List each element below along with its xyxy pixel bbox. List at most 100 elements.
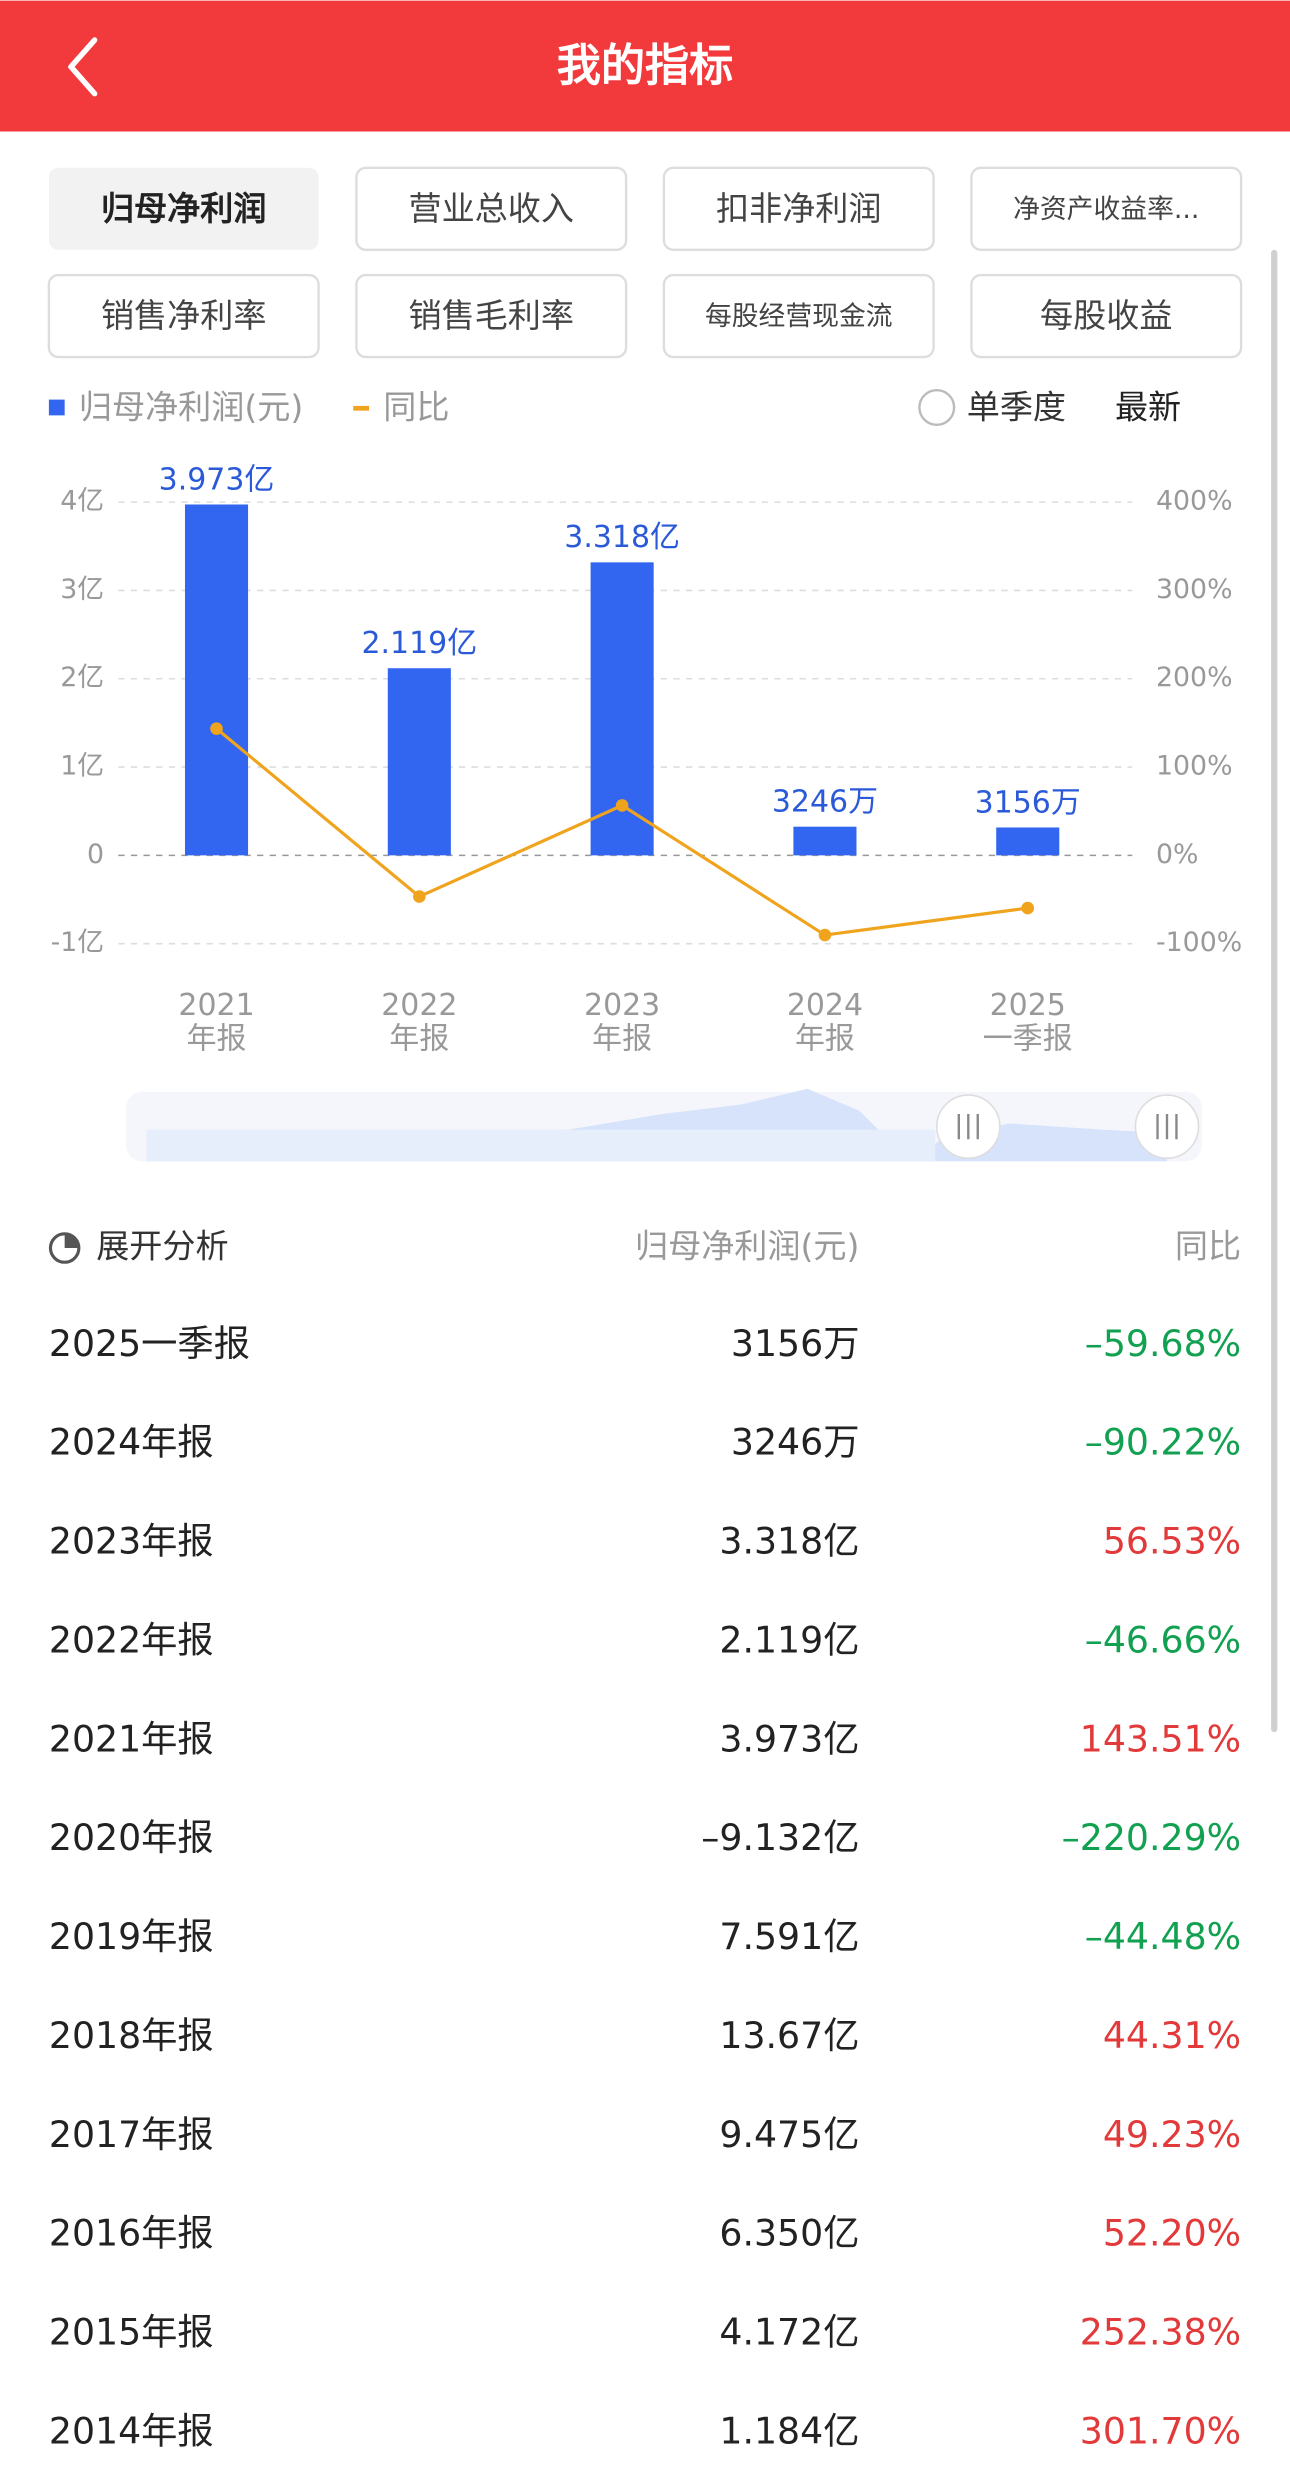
x-tick-label: 2024 bbox=[787, 988, 863, 1023]
period-cell: 2023年报 bbox=[49, 1520, 214, 1563]
analysis-icon-slice bbox=[64, 1233, 79, 1249]
tab-label[interactable]: 每股经营现金流 bbox=[705, 301, 893, 332]
period-cell: 2018年报 bbox=[49, 2014, 214, 2057]
period-cell: 2019年报 bbox=[49, 1915, 214, 1958]
table-header[interactable]: 展开分析 bbox=[96, 1227, 228, 1266]
period-cell: 2021年报 bbox=[49, 1717, 214, 1760]
bar bbox=[793, 826, 857, 856]
period-cell: 2020年报 bbox=[49, 1816, 214, 1859]
x-tick-label: 一季报 bbox=[983, 1021, 1073, 1056]
tab[interactable] bbox=[970, 166, 1243, 251]
tab-label[interactable]: 扣非净利润 bbox=[716, 189, 882, 228]
period-cell: 2022年报 bbox=[49, 1618, 214, 1661]
y-tick-label: 2亿 bbox=[60, 662, 104, 693]
x-tick-label: 年报 bbox=[592, 1021, 652, 1056]
period-cell: 2024年报 bbox=[49, 1421, 214, 1464]
value-cell: 4.172亿 bbox=[719, 2311, 859, 2354]
value-cell: 9.475亿 bbox=[719, 2113, 859, 2156]
line-point bbox=[1021, 901, 1035, 915]
period-cell: 2015年报 bbox=[49, 2311, 214, 2354]
value-cell: 1.184亿 bbox=[719, 2409, 859, 2452]
y2-tick-label: 100% bbox=[1156, 751, 1233, 782]
yoy-cell: 252.38% bbox=[1080, 2311, 1241, 2354]
tab[interactable] bbox=[47, 273, 320, 359]
yoy-cell: 44.31% bbox=[1103, 2014, 1241, 2057]
tab-label[interactable]: 销售净利率 bbox=[101, 296, 267, 335]
back-button[interactable] bbox=[68, 37, 98, 97]
data-label: 3.318亿 bbox=[564, 520, 680, 555]
y2-tick-label: 300% bbox=[1156, 574, 1233, 605]
yoy-cell: –44.48% bbox=[1085, 1915, 1241, 1958]
tab[interactable] bbox=[355, 273, 628, 359]
x-tick-label: 2021 bbox=[178, 988, 254, 1023]
y-tick-label: -1亿 bbox=[51, 927, 105, 958]
period-cell: 2025一季报 bbox=[49, 1322, 250, 1365]
bar bbox=[996, 827, 1060, 856]
x-tick-label: 2022 bbox=[381, 988, 457, 1023]
page-title: 我的指标 bbox=[557, 40, 734, 91]
bar bbox=[387, 668, 451, 856]
x-tick-label: 年报 bbox=[389, 1021, 449, 1056]
yoy-cell: –220.29% bbox=[1062, 1816, 1242, 1859]
y2-tick-label: 400% bbox=[1156, 486, 1233, 517]
y2-tick-label: -100% bbox=[1156, 927, 1242, 958]
value-cell: 2.119亿 bbox=[719, 1618, 859, 1661]
x-tick-label: 年报 bbox=[187, 1021, 247, 1056]
line-point bbox=[818, 928, 832, 942]
value-cell: 13.67亿 bbox=[719, 2014, 859, 2057]
period-cell: 2014年报 bbox=[49, 2409, 214, 2452]
quarterly-toggle[interactable]: 单季度 bbox=[967, 388, 1066, 427]
line-point bbox=[413, 890, 426, 903]
data-label: 3.973亿 bbox=[159, 462, 275, 497]
value-cell: 6.350亿 bbox=[719, 2212, 859, 2255]
y-tick-label: 0 bbox=[87, 839, 104, 870]
data-label: 3246万 bbox=[772, 785, 878, 820]
y-tick-label: 3亿 bbox=[60, 574, 104, 605]
radio-button[interactable] bbox=[918, 388, 956, 427]
value-cell: 3246万 bbox=[731, 1421, 860, 1464]
yoy-cell: 143.51% bbox=[1080, 1717, 1241, 1760]
period-cell: 2017年报 bbox=[49, 2113, 214, 2156]
x-tick-label: 2025 bbox=[990, 988, 1066, 1023]
x-tick-label: 2023 bbox=[584, 988, 660, 1023]
latest-toggle[interactable]: 最新 bbox=[1115, 388, 1181, 427]
y-tick-label: 4亿 bbox=[60, 486, 104, 517]
value-cell: –9.132亿 bbox=[701, 1816, 859, 1859]
tab[interactable] bbox=[48, 167, 319, 250]
legend-swatch bbox=[353, 405, 370, 411]
tab[interactable] bbox=[970, 273, 1243, 359]
tab-label[interactable]: 归母净利润 bbox=[101, 189, 267, 228]
tab[interactable] bbox=[355, 166, 628, 251]
tab-label[interactable]: 每股收益 bbox=[1040, 296, 1172, 335]
tab-label[interactable]: 销售毛利率 bbox=[408, 296, 574, 335]
line-point bbox=[615, 799, 629, 812]
tab[interactable] bbox=[662, 166, 935, 251]
yoy-cell: 49.23% bbox=[1103, 2113, 1241, 2156]
yoy-cell: 56.53% bbox=[1103, 1520, 1241, 1563]
line-point bbox=[210, 722, 223, 735]
tab-label[interactable]: 净资产收益率... bbox=[1013, 194, 1199, 225]
header-bar bbox=[0, 0, 1290, 132]
data-label: 2.119亿 bbox=[361, 626, 477, 661]
tab-label[interactable]: 营业总收入 bbox=[408, 189, 574, 228]
table-header: 同比 bbox=[1175, 1227, 1241, 1266]
bar bbox=[184, 504, 249, 856]
value-cell: 3156万 bbox=[731, 1322, 860, 1365]
y2-tick-label: 0% bbox=[1156, 839, 1199, 870]
legend-label: 同比 bbox=[383, 388, 449, 427]
navigator-dim bbox=[146, 1129, 936, 1162]
value-cell: 7.591亿 bbox=[719, 1915, 859, 1958]
scrollbar bbox=[1271, 249, 1278, 1733]
y-tick-label: 1亿 bbox=[60, 751, 104, 782]
handle-grip bbox=[957, 1113, 979, 1140]
tab[interactable] bbox=[662, 273, 935, 359]
yoy-cell: –46.66% bbox=[1085, 1618, 1241, 1661]
yoy-cell: 52.20% bbox=[1103, 2212, 1241, 2255]
value-cell: 3.973亿 bbox=[719, 1717, 859, 1760]
handle-grip bbox=[1156, 1113, 1178, 1140]
yoy-cell: –90.22% bbox=[1085, 1421, 1241, 1464]
table-header: 归母净利润(元) bbox=[635, 1227, 860, 1266]
y2-tick-label: 200% bbox=[1156, 662, 1233, 693]
